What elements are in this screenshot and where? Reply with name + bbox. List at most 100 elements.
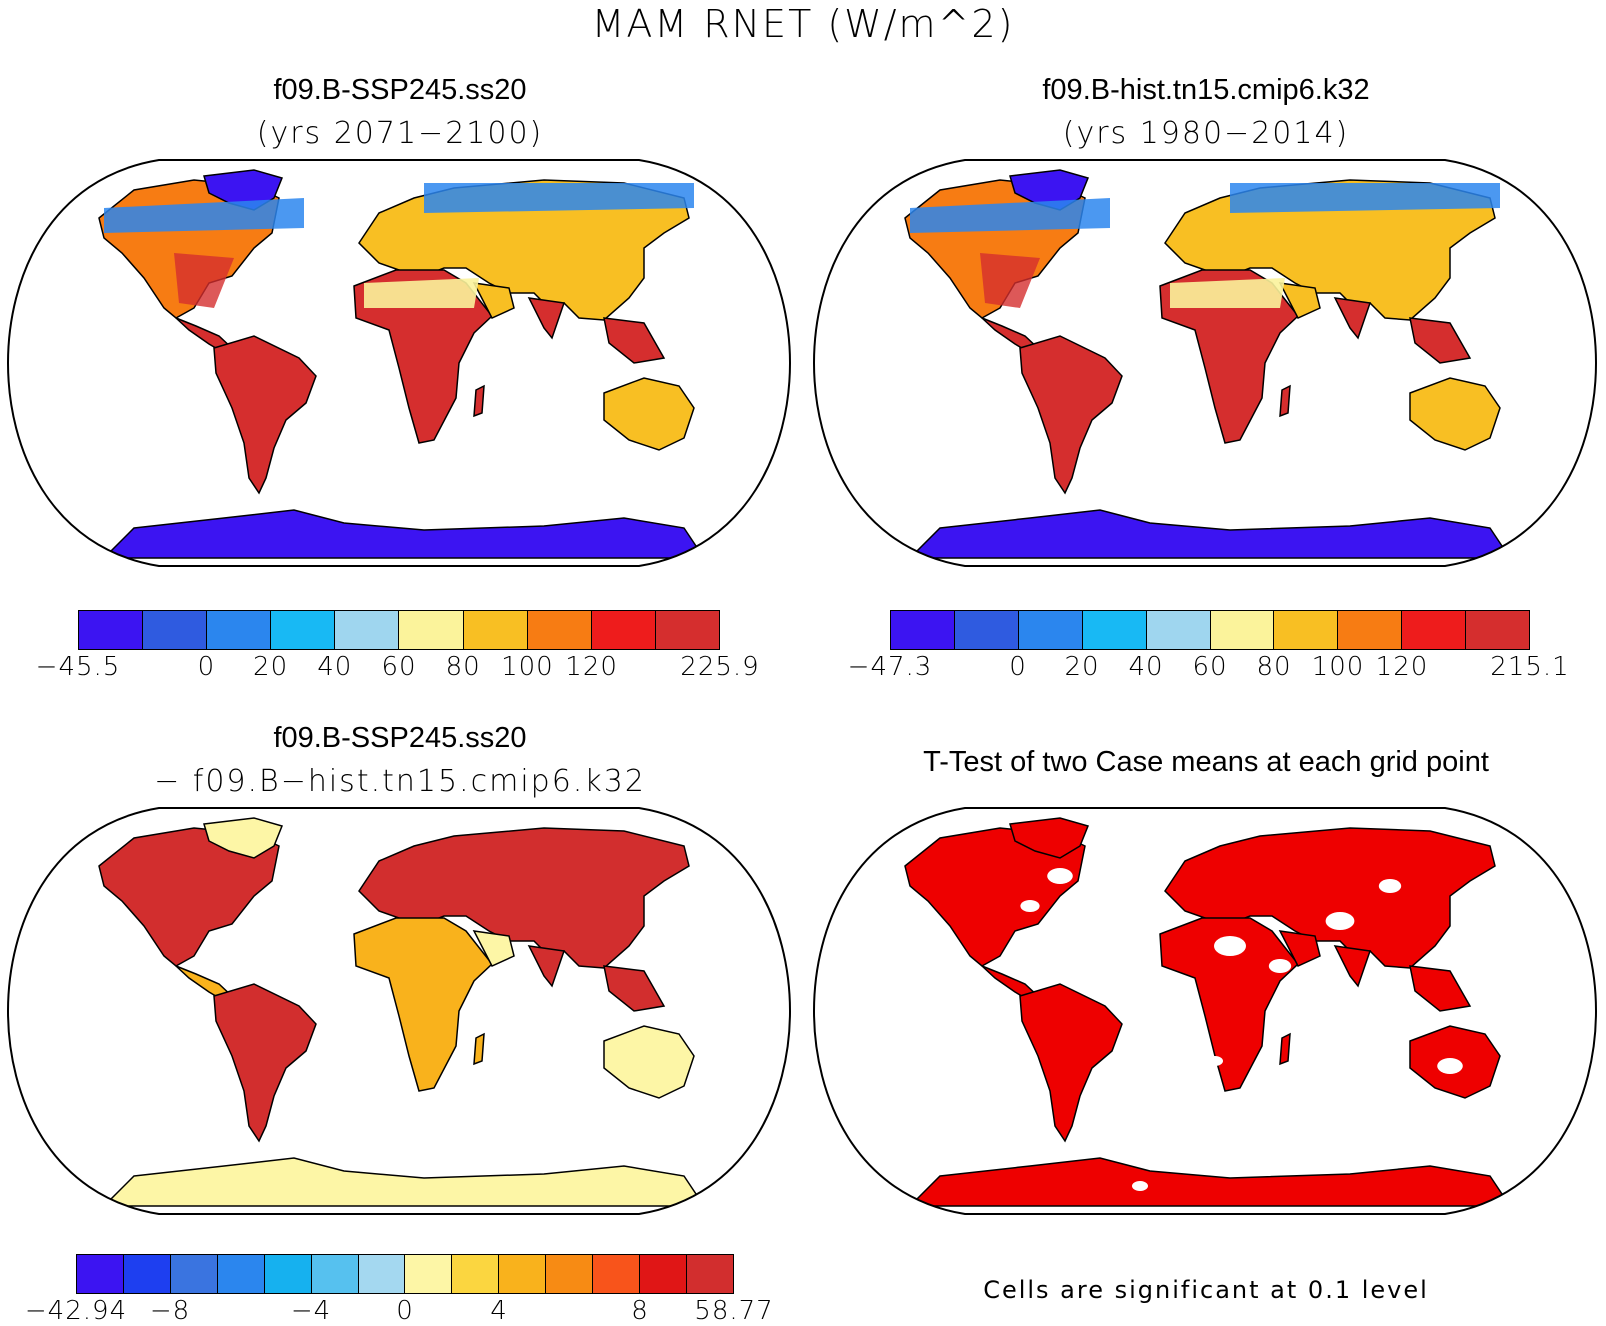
colorbar-tick-label: 60 — [1192, 652, 1228, 682]
land-sam — [213, 335, 317, 495]
insignificant-cell — [1450, 930, 1470, 942]
colorbar-tick-label: 4 — [490, 1296, 508, 1326]
panel2-subtitle: (yrs 1980−2014) — [1062, 116, 1350, 151]
colorbar-swatch — [463, 611, 528, 649]
sahara-band — [364, 278, 479, 308]
land-afr — [1159, 269, 1300, 444]
colorbar-swatch — [452, 1255, 500, 1293]
colorbar-tick-label: 20 — [253, 652, 289, 682]
land-ant — [908, 509, 1512, 559]
colorbar-tick-label: 40 — [317, 652, 353, 682]
land-afr — [1159, 917, 1300, 1092]
siberia-band — [1230, 183, 1500, 213]
colorbar-tick-label: 0 — [1009, 652, 1027, 682]
panel2-colorbar — [890, 610, 1530, 650]
colorbar-tick-label: 215.1 — [1490, 652, 1570, 682]
panel3-colorbar-labels: −42.94 −8 −4 0 4 8 58.77 — [25, 1296, 773, 1326]
sahara-band — [1170, 278, 1285, 308]
panel3-title: f09.B-SSP245.ss20 — [273, 722, 527, 754]
panel1-colorbar — [78, 610, 720, 650]
land-afr — [353, 269, 494, 444]
land-arb — [472, 282, 515, 319]
colorbar-tick-label: 60 — [381, 652, 417, 682]
panel3-colorbar — [76, 1254, 734, 1294]
colorbar-tick-label: −45.5 — [35, 652, 121, 682]
colorbar-tick-label: −47.3 — [847, 652, 933, 682]
panel4-map — [812, 807, 1598, 1215]
colorbar-swatch — [358, 1255, 406, 1293]
colorbar-swatch — [207, 611, 272, 649]
land-mad — [473, 384, 485, 418]
insignificant-cell — [1378, 879, 1402, 893]
colorbar-swatch — [1018, 611, 1083, 649]
colorbar-tick-label: −4 — [290, 1296, 332, 1326]
arctic-band — [910, 198, 1110, 233]
panel1-subtitle: (yrs 2071−2100) — [256, 116, 544, 151]
colorbar-swatch — [170, 1255, 218, 1293]
panel1-colorbar-labels: −45.5 0 20 40 60 80 100 120 225.9 — [36, 652, 759, 682]
colorbar-swatch — [1402, 611, 1467, 649]
colorbar-tick-label: 120 — [565, 652, 618, 682]
insignificant-cell — [1325, 912, 1355, 930]
colorbar-tick-label: 80 — [445, 652, 481, 682]
land-aus — [603, 377, 695, 451]
insignificant-cell — [1268, 959, 1292, 973]
colorbar-tick-label: 100 — [501, 652, 554, 682]
insignificant-cell — [1437, 1058, 1463, 1074]
map-frame — [812, 807, 1598, 1215]
land-mad — [1279, 1032, 1291, 1066]
land-sam — [1019, 983, 1123, 1143]
panel4-title: T-Test of two Case means at each grid po… — [923, 746, 1489, 778]
panel1-map — [6, 159, 792, 567]
land-arb — [1278, 282, 1321, 319]
colorbar-tick-label: 8 — [631, 1296, 649, 1326]
colorbar-swatch — [1274, 611, 1339, 649]
colorbar-swatch — [640, 1255, 687, 1293]
panel3-subtitle: − f09.B−hist.tn15.cmip6.k32 — [154, 764, 646, 799]
colorbar-tick-label: 58.77 — [694, 1296, 774, 1326]
land-mad — [473, 1032, 485, 1066]
insignificant-cell — [1132, 1181, 1148, 1191]
colorbar-tick-label: −42.94 — [24, 1296, 128, 1326]
land-arb — [472, 930, 515, 967]
land-arb — [1278, 930, 1321, 967]
land-aus — [1409, 377, 1501, 451]
land-mad — [1279, 384, 1291, 418]
colorbar-tick-label: 40 — [1128, 652, 1164, 682]
map-frame — [6, 159, 792, 567]
figure-title: MAM RNET (W/m^2) — [591, 2, 1015, 46]
colorbar-swatch — [499, 1255, 547, 1293]
land-sam — [213, 983, 317, 1143]
land-ind — [1333, 945, 1372, 988]
colorbar-tick-label: 225.9 — [680, 652, 760, 682]
land-ant — [908, 1157, 1512, 1207]
insignificant-cell — [1047, 868, 1073, 884]
colorbar-swatch — [1338, 611, 1403, 649]
colorbar-tick-label: 100 — [1311, 652, 1365, 682]
insignificant-cell — [1214, 936, 1246, 956]
colorbar-tick-label: 0 — [396, 1296, 414, 1326]
panel2-title: f09.B-hist.tn15.cmip6.k32 — [1042, 74, 1370, 106]
land-sam — [1019, 335, 1123, 495]
colorbar-swatch — [123, 1255, 171, 1293]
land-gre — [203, 817, 284, 859]
colorbar-swatch — [405, 1255, 453, 1293]
siberia-band — [424, 183, 694, 213]
colorbar-swatch — [686, 1255, 733, 1293]
colorbar-swatch — [264, 1255, 312, 1293]
land-sea — [1409, 317, 1472, 364]
arctic-band — [104, 198, 304, 233]
colorbar-swatch — [399, 611, 464, 649]
panel3-map — [6, 807, 792, 1215]
colorbar-tick-label: 120 — [1375, 652, 1429, 682]
colorbar-swatch — [1082, 611, 1147, 649]
land-ind — [527, 297, 566, 340]
colorbar-swatch — [593, 1255, 641, 1293]
panel1-title: f09.B-SSP245.ss20 — [273, 74, 527, 106]
colorbar-swatch — [271, 611, 336, 649]
land-sea — [1409, 965, 1472, 1012]
colorbar-swatch — [335, 611, 400, 649]
map-frame — [812, 159, 1598, 567]
colorbar-swatch — [77, 1255, 124, 1293]
land-afr — [353, 917, 494, 1092]
